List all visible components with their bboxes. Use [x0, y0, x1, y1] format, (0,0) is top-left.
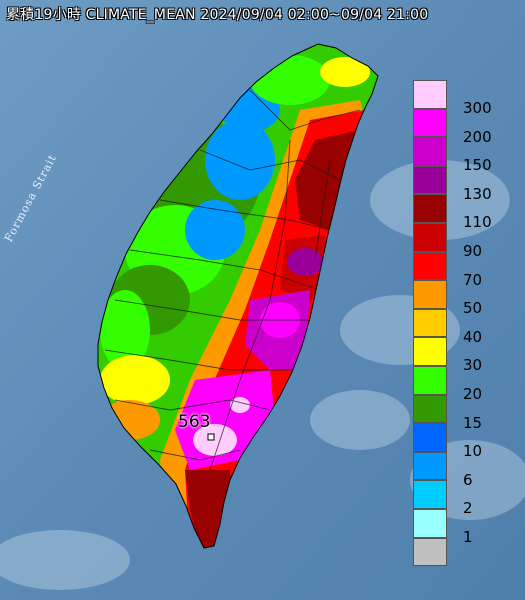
map-title: 累積19小時 CLIMATE_MEAN 2024/09/04 02:00~09/…	[6, 7, 429, 23]
legend-swatch	[413, 451, 447, 481]
legend-label: 10	[463, 442, 483, 461]
legend-label: 50	[463, 299, 483, 318]
legend-swatch	[413, 223, 447, 252]
legend-swatch	[413, 480, 447, 509]
legend-label: 150	[463, 156, 492, 175]
legend-swatch	[413, 366, 447, 395]
legend-label: 70	[463, 270, 483, 289]
legend-swatch	[413, 80, 447, 109]
legend-label: 2	[463, 499, 473, 518]
max-value-label: 563	[178, 412, 211, 432]
legend-label: 300	[463, 99, 492, 117]
max-value-marker	[207, 433, 215, 441]
legend-label: 30	[463, 356, 483, 375]
legend-label: 1	[463, 528, 473, 546]
legend-label: 15	[463, 413, 483, 432]
color-legend: 300 200 150 130 110 90 70 50 40 30 20 15 10 6 2 1	[413, 80, 519, 568]
legend-swatch	[413, 337, 447, 366]
legend-label: 6	[463, 470, 473, 489]
legend-swatch	[413, 537, 447, 567]
legend-label: 110	[463, 213, 492, 232]
legend-label: 130	[463, 184, 492, 203]
legend-swatch	[413, 251, 447, 281]
legend-label: 200	[463, 127, 492, 146]
legend-swatch	[413, 308, 447, 338]
legend-swatch	[413, 108, 447, 138]
legend-swatch	[413, 394, 447, 424]
legend-label: 20	[463, 385, 483, 403]
legend-swatch	[413, 194, 447, 223]
legend-label: 40	[463, 327, 483, 346]
legend-swatch	[413, 423, 447, 452]
legend-swatch	[413, 137, 447, 166]
legend-swatch	[413, 280, 447, 309]
legend-label: 90	[463, 242, 483, 260]
legend-swatch	[413, 509, 447, 538]
legend-swatch	[413, 165, 447, 195]
